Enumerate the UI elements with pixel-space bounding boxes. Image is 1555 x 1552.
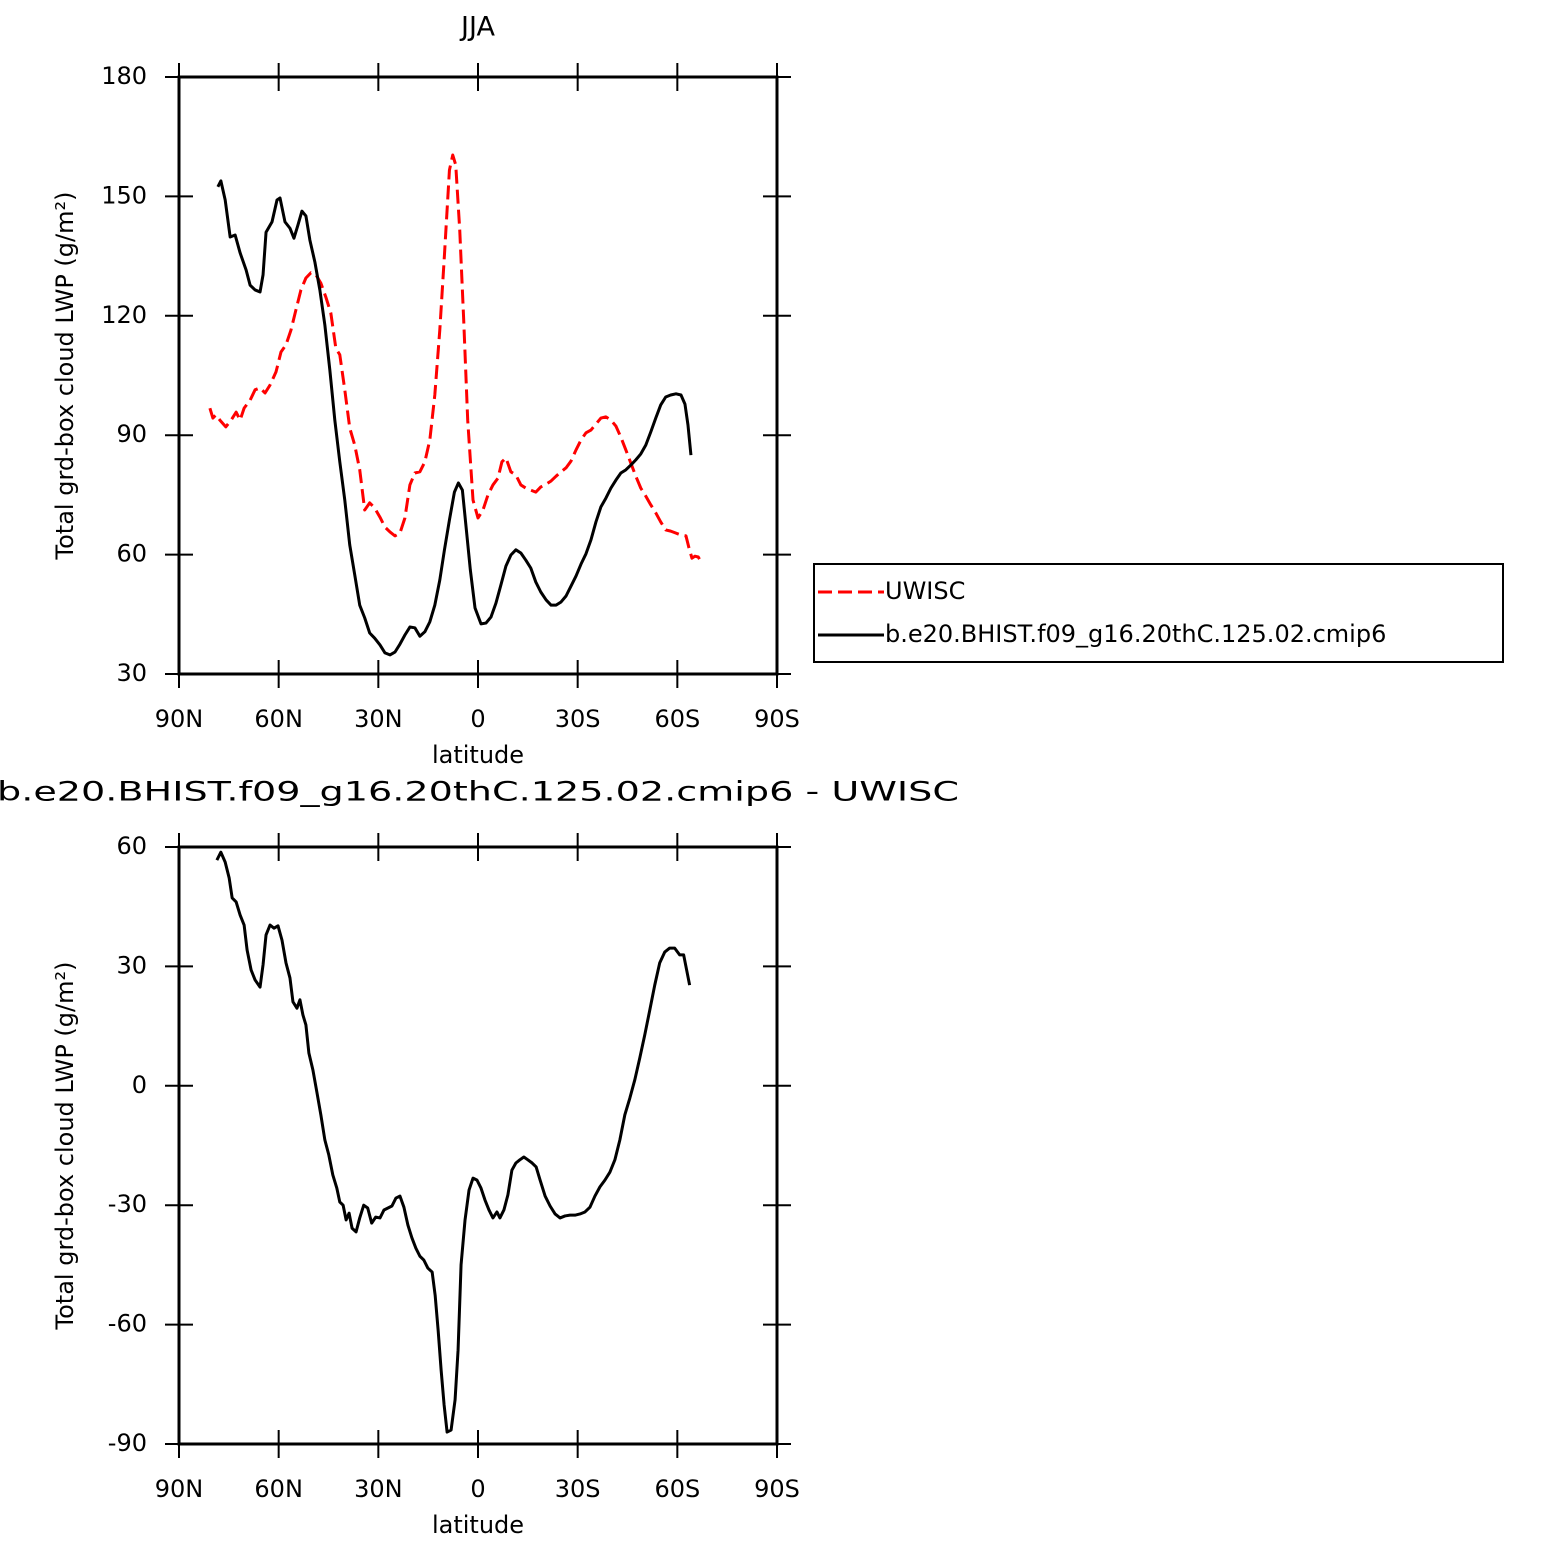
- x-tick-label: 90N: [155, 1475, 204, 1503]
- legend-label: b.e20.BHIST.f09_g16.20thC.125.02.cmip6: [885, 620, 1386, 648]
- y-tick-label: 30: [116, 951, 147, 979]
- y-tick-label: 60: [116, 832, 147, 860]
- y-tick-label: -30: [108, 1190, 147, 1218]
- y-tick-label: 90: [116, 420, 147, 448]
- x-tick-label: 0: [470, 705, 485, 733]
- x-tick-label: 90S: [754, 705, 800, 733]
- data-line: [208, 153, 703, 563]
- x-tick-label: 90S: [754, 1475, 800, 1503]
- x-axis-label: latitude: [432, 1511, 524, 1539]
- y-tick-label: -60: [108, 1310, 147, 1338]
- legend-label: UWISC: [885, 577, 965, 605]
- x-tick-label: 0: [470, 1475, 485, 1503]
- plot-frame: [177, 75, 779, 676]
- x-axis-label: latitude: [432, 741, 524, 769]
- x-tick-label: 30N: [354, 705, 403, 733]
- y-tick-label: 60: [116, 540, 147, 568]
- legend-box: [813, 563, 1504, 663]
- x-tick-label: 60S: [654, 705, 700, 733]
- x-tick-label: 60N: [254, 705, 303, 733]
- y-tick-label: 30: [116, 659, 147, 687]
- y-axis-label: Total grd-box cloud LWP (g/m²): [51, 962, 79, 1331]
- y-axis-label: Total grd-box cloud LWP (g/m²): [51, 192, 79, 561]
- plot-frame: [177, 845, 779, 1446]
- data-line: [215, 850, 692, 1434]
- chart-title: JJA: [459, 12, 495, 43]
- x-tick-label: 30S: [555, 1475, 601, 1503]
- x-tick-label: 90N: [155, 705, 204, 733]
- y-tick-label: 180: [101, 62, 147, 90]
- chart-title: b.e20.BHIST.f09_g16.20thC.125.02.cmip6 -…: [0, 777, 959, 808]
- x-tick-label: 60N: [254, 1475, 303, 1503]
- y-tick-label: 0: [132, 1071, 147, 1099]
- y-tick-label: 150: [101, 181, 147, 209]
- x-tick-label: 30N: [354, 1475, 403, 1503]
- x-tick-label: 60S: [654, 1475, 700, 1503]
- y-tick-label: -90: [108, 1429, 147, 1457]
- x-tick-label: 30S: [555, 705, 601, 733]
- y-tick-label: 120: [101, 301, 147, 329]
- data-line: [216, 179, 693, 657]
